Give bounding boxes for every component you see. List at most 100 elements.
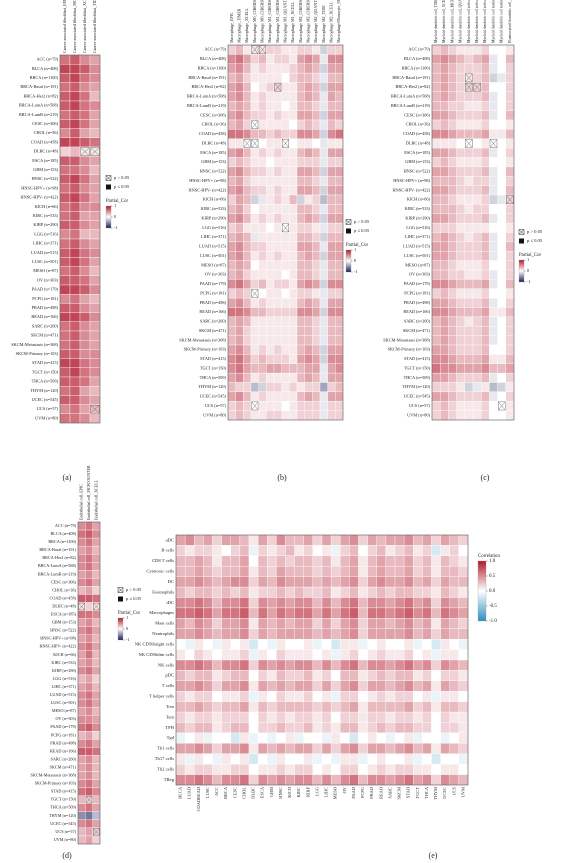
heatmap-cell bbox=[321, 691, 332, 702]
nonsignificant-mark bbox=[282, 139, 289, 148]
heatmap-cell bbox=[59, 275, 71, 286]
heatmap-cell bbox=[422, 701, 432, 713]
heatmap-cell bbox=[266, 326, 275, 336]
heatmap-cell bbox=[312, 166, 321, 177]
heatmap-cell bbox=[235, 44, 244, 55]
heatmap-cell bbox=[89, 183, 101, 194]
heatmap-cell bbox=[184, 618, 195, 629]
heatmap-cell bbox=[59, 119, 71, 129]
heatmap-cell bbox=[403, 711, 414, 723]
heatmap-cell bbox=[89, 284, 101, 295]
row-label: BRCA-LumB (n=219) bbox=[38, 571, 77, 576]
heatmap-cell bbox=[422, 691, 432, 702]
heatmap-cell bbox=[340, 722, 350, 734]
heatmap-cell bbox=[472, 260, 482, 271]
heatmap-cell bbox=[458, 607, 469, 619]
heatmap-cell bbox=[303, 763, 314, 775]
heatmap-cell bbox=[250, 194, 259, 205]
heatmap-cell bbox=[481, 138, 490, 149]
row-label: CHOL (n=36) bbox=[202, 122, 227, 127]
row-label: STAD (n=415) bbox=[200, 356, 226, 361]
heatmap-cell bbox=[394, 763, 405, 775]
heatmap-cell bbox=[175, 763, 186, 775]
heatmap-cell bbox=[489, 344, 498, 355]
heatmap-cell bbox=[456, 391, 465, 402]
heatmap-cell bbox=[266, 222, 275, 233]
legend-label: p > 0.05 bbox=[126, 587, 142, 592]
cross-box bbox=[473, 82, 481, 92]
colorbar bbox=[345, 249, 352, 273]
heatmap-cell bbox=[239, 743, 250, 754]
heatmap-cell bbox=[303, 753, 314, 765]
heatmap-cell bbox=[335, 63, 344, 74]
heatmap-cell bbox=[456, 269, 465, 280]
heatmap-cell bbox=[440, 732, 450, 744]
heatmap-cell bbox=[77, 570, 86, 579]
heatmap-cell bbox=[464, 147, 474, 158]
heatmap-cell bbox=[243, 297, 252, 308]
heatmap-cell bbox=[448, 326, 457, 336]
row-label: PRAD (n=498) bbox=[200, 300, 227, 305]
heatmap-cell bbox=[250, 110, 259, 121]
row-label: UVM (n=80) bbox=[203, 412, 226, 417]
cross-box bbox=[465, 82, 473, 92]
heatmap-cell bbox=[248, 680, 259, 692]
heatmap-cell bbox=[59, 183, 71, 194]
heatmap bbox=[227, 44, 344, 421]
heatmap-cell bbox=[340, 701, 350, 713]
heatmap-cell bbox=[321, 670, 332, 682]
heatmap-cell bbox=[385, 649, 396, 661]
row-label: CHOL (n=36) bbox=[34, 130, 59, 135]
heatmap-cell bbox=[221, 534, 231, 546]
heatmap-cell bbox=[250, 82, 259, 93]
heatmap-cell bbox=[403, 732, 414, 744]
heatmap-cell bbox=[239, 659, 250, 671]
heatmap-cell bbox=[92, 666, 101, 676]
heatmap-cell bbox=[276, 763, 286, 775]
heatmap-cell bbox=[77, 835, 86, 845]
heatmap-cell bbox=[358, 670, 368, 682]
heatmap-cell bbox=[440, 628, 450, 640]
heatmap-cell bbox=[258, 401, 267, 411]
heatmap-cell bbox=[266, 344, 275, 355]
heatmap-cell bbox=[312, 363, 321, 374]
heatmap-cell bbox=[266, 44, 275, 55]
heatmap-cell bbox=[358, 753, 368, 765]
heatmap-cell bbox=[276, 732, 286, 744]
heatmap-cell bbox=[89, 303, 101, 313]
heatmap-cell bbox=[89, 238, 101, 249]
heatmap-cell bbox=[335, 72, 344, 83]
heatmap-cell bbox=[276, 711, 286, 723]
heatmap-cell bbox=[296, 326, 305, 336]
heatmap-cell bbox=[184, 607, 195, 619]
heatmap-cell bbox=[285, 753, 295, 765]
heatmap-cell bbox=[431, 166, 441, 177]
row-label: SARC (n=260) bbox=[404, 319, 431, 324]
heatmap-cell bbox=[92, 626, 101, 635]
heatmap-cell bbox=[464, 410, 474, 421]
heatmap-cell bbox=[319, 391, 328, 402]
colorbar-tick-label: -1 bbox=[527, 279, 531, 284]
heatmap-cell bbox=[69, 91, 81, 102]
column-label: LUAD bbox=[187, 787, 192, 799]
heatmap-cell bbox=[235, 251, 244, 261]
heatmap-cell bbox=[79, 413, 91, 424]
heatmap-cell bbox=[431, 82, 441, 93]
heatmap-cell bbox=[349, 763, 359, 775]
heatmap-cell bbox=[440, 659, 450, 671]
heatmap-cell bbox=[203, 576, 213, 588]
nonsignificant-mark bbox=[90, 405, 100, 414]
heatmap-cell bbox=[440, 344, 449, 355]
legend-sig-symbol bbox=[346, 228, 351, 234]
heatmap-cell bbox=[440, 680, 450, 692]
heatmap-cell bbox=[464, 297, 474, 308]
heatmap-cell bbox=[505, 222, 515, 233]
heatmap-cell bbox=[367, 680, 377, 692]
heatmap-cell bbox=[281, 391, 290, 402]
heatmap-cell bbox=[481, 335, 490, 346]
heatmap-cell bbox=[403, 670, 414, 682]
heatmap-cell bbox=[448, 213, 457, 224]
heatmap-cell bbox=[289, 363, 298, 374]
heatmap-cell bbox=[294, 628, 304, 640]
heatmap-cell bbox=[92, 562, 101, 571]
